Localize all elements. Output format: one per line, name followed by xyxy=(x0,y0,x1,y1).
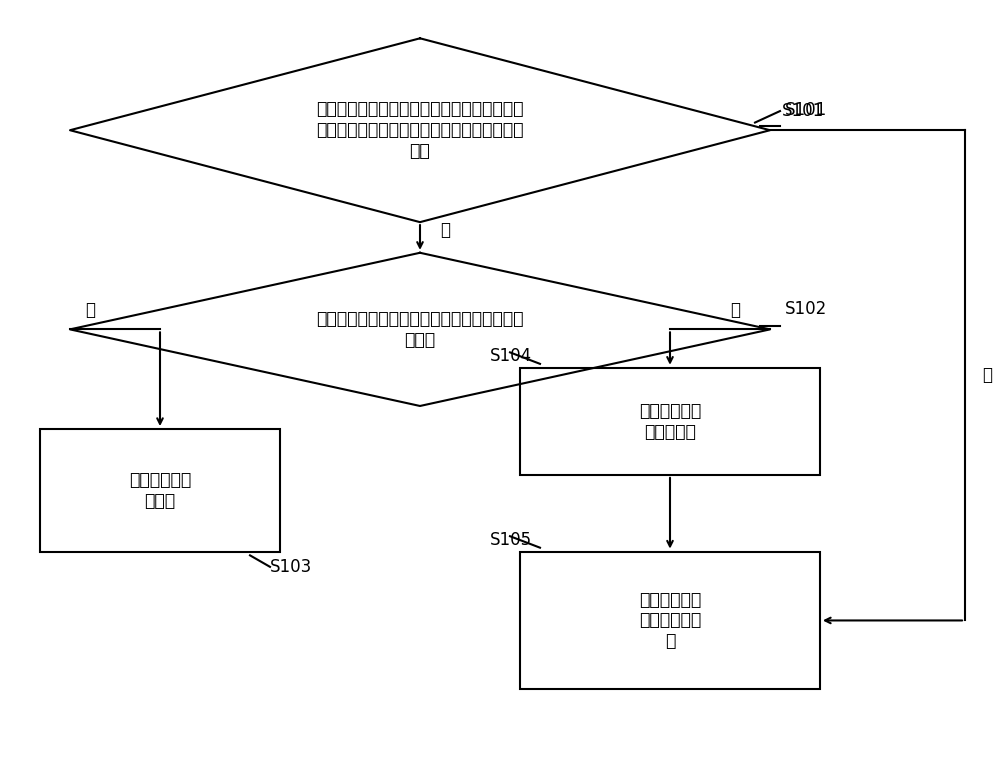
Text: S102: S102 xyxy=(785,300,827,318)
Text: 否: 否 xyxy=(730,301,740,319)
FancyBboxPatch shape xyxy=(40,429,280,552)
Text: S105: S105 xyxy=(490,531,532,549)
Text: S101: S101 xyxy=(782,102,824,120)
Text: S101: S101 xyxy=(785,101,827,119)
Text: 是: 是 xyxy=(440,221,450,239)
Text: 否: 否 xyxy=(982,366,992,385)
Text: 在获取到共享单车的停车指令时，根据共享单
车的位置，判断共享单车是否处于预设停车区
域内: 在获取到共享单车的停车指令时，根据共享单 车的位置，判断共享单车是否处于预设停车… xyxy=(316,100,524,160)
Text: S103: S103 xyxy=(270,558,312,576)
FancyBboxPatch shape xyxy=(520,368,820,475)
Text: 是: 是 xyxy=(85,301,95,319)
Text: 向用户终端发
送提示信息: 向用户终端发 送提示信息 xyxy=(639,402,701,440)
Text: 通过姿态传感器检测共享单车是否为正确的停
车姿态: 通过姿态传感器检测共享单车是否为正确的停 车姿态 xyxy=(316,310,524,349)
Text: S104: S104 xyxy=(490,347,532,365)
Text: 对此次骑行进
行结算: 对此次骑行进 行结算 xyxy=(129,471,191,509)
FancyBboxPatch shape xyxy=(520,552,820,689)
Text: 输出停车区域
错误的提示信
息: 输出停车区域 错误的提示信 息 xyxy=(639,591,701,650)
